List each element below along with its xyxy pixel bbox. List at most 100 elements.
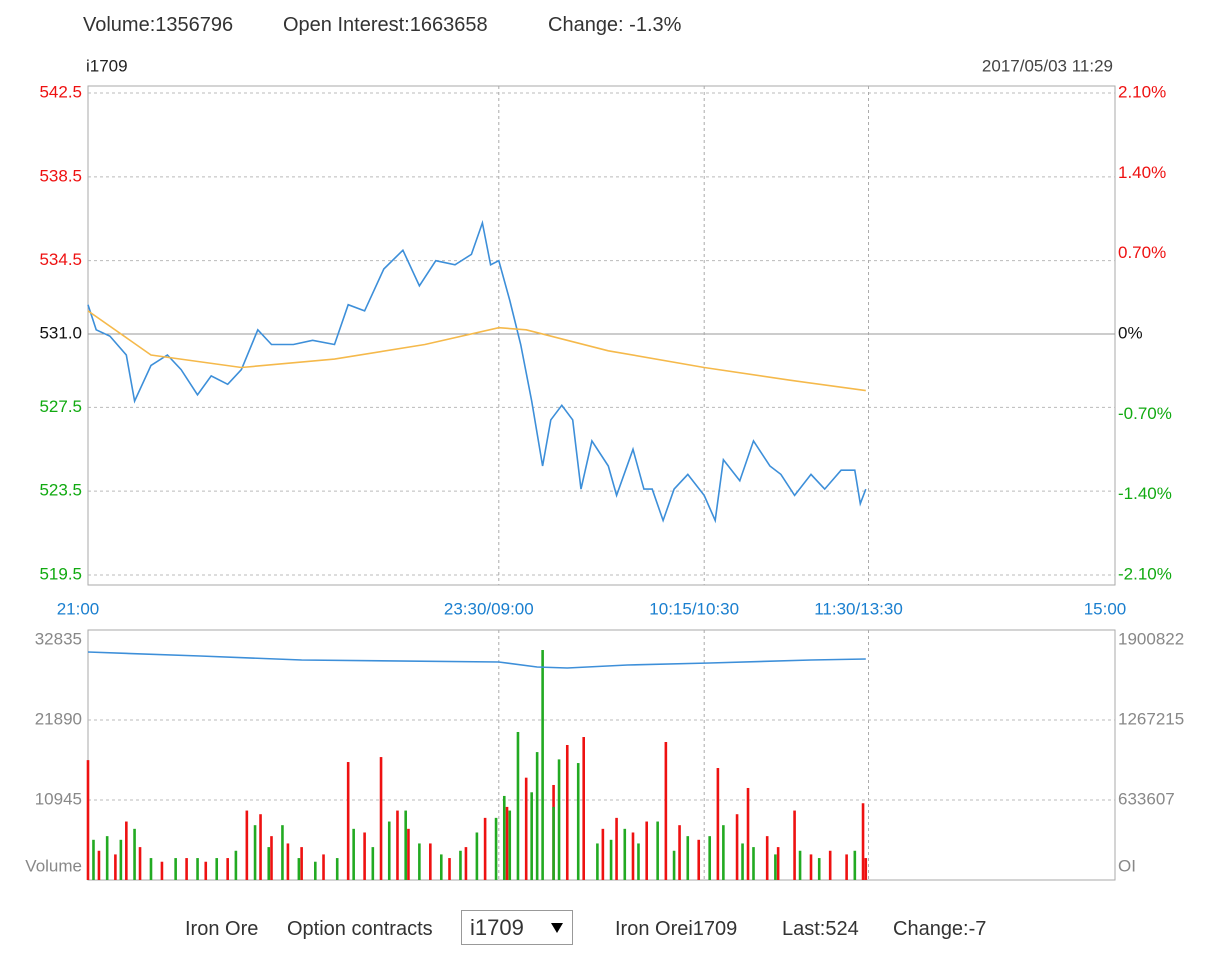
volume-bar: [234, 850, 238, 880]
volume-bar: [494, 817, 498, 880]
y-axis-label: Volume: [25, 856, 82, 875]
y2-tick-label: -2.10%: [1118, 564, 1172, 583]
volume-bar: [637, 843, 640, 880]
volume-frame: [87, 629, 1116, 881]
volume-bar: [215, 858, 219, 880]
volume-bar: [741, 843, 744, 880]
volume-bar: [253, 825, 257, 880]
header-change: Change: -1.3%: [548, 14, 682, 36]
y-tick-label: 519.5: [39, 564, 82, 583]
volume-bar: [645, 821, 648, 880]
contract-select[interactable]: i1709: [461, 910, 573, 945]
volume-bar: [697, 839, 701, 880]
volume-bar: [267, 847, 271, 880]
volume-bar: [149, 858, 153, 880]
y-tick-label: 534.5: [39, 250, 82, 269]
y2-tick-label: -1.40%: [1118, 484, 1172, 503]
volume-bar: [439, 854, 443, 880]
contract-label: i1709: [86, 56, 128, 75]
y-tick-label: 527.5: [39, 397, 82, 416]
volume-bar: [502, 795, 506, 880]
volume-bar: [678, 825, 681, 880]
volume-bar: [185, 858, 188, 880]
volume-bar: [404, 810, 407, 880]
volume-bar: [245, 810, 249, 880]
dropdown-arrow[interactable]: [550, 922, 564, 934]
volume-bar: [429, 843, 432, 880]
volume-bar: [716, 768, 720, 880]
volume-bar: [138, 847, 142, 880]
volume-bar: [631, 832, 635, 880]
x-tick-label: 21:00: [57, 599, 100, 618]
oi-line: [87, 651, 866, 669]
volume-bar: [396, 810, 399, 880]
x-tick-label: 15:00: [1084, 599, 1127, 618]
volume-bar: [314, 861, 317, 880]
volume-bar: [601, 828, 605, 880]
volume-bar: [596, 843, 599, 880]
volume-bar: [708, 836, 711, 880]
y2-tick-label: 633607: [1118, 789, 1175, 808]
volume-bar: [259, 814, 262, 880]
volume-bar: [656, 821, 659, 880]
y-tick-label: 531.0: [39, 323, 82, 342]
volume-bar: [196, 858, 199, 880]
volume-bar: [828, 850, 832, 880]
volume-bar: [352, 828, 355, 880]
volume-bar: [535, 752, 539, 880]
volume-bar: [475, 832, 479, 880]
volume-bar: [774, 854, 777, 880]
volume-bar: [752, 847, 755, 880]
contract-select-value[interactable]: i1709: [470, 915, 524, 940]
volume-bar: [524, 777, 528, 880]
volume-bar: [809, 854, 813, 880]
y2-tick-label: 0%: [1118, 323, 1143, 342]
volume-bar: [609, 839, 613, 880]
quote-name: Iron Orei1709: [615, 918, 738, 940]
volume-bar: [281, 825, 284, 880]
volume-bar: [686, 836, 690, 880]
volume-bar: [722, 825, 725, 880]
volume-bar: [346, 762, 350, 880]
volume-bar: [765, 836, 769, 880]
volume-bar: [459, 850, 462, 880]
y2-axis-label: OI: [1118, 856, 1136, 875]
volume-bar: [387, 821, 391, 880]
volume-bar: [483, 817, 487, 880]
x-tick-label: 10:15/10:30: [649, 599, 739, 618]
y2-tick-label: 1267215: [1118, 709, 1184, 728]
volume-bar: [565, 744, 569, 880]
volume-bar: [530, 792, 533, 880]
volume-bar: [735, 814, 739, 880]
volume-bar: [204, 861, 208, 880]
volume-bar: [226, 858, 229, 880]
volume-bar: [541, 650, 544, 880]
volume-bar: [407, 828, 410, 880]
quote-change: Change:-7: [893, 918, 987, 940]
y-tick-label: 32835: [35, 629, 82, 648]
header-volume: Volume:1356796: [83, 14, 234, 36]
volume-bar: [363, 832, 366, 880]
volume-bar: [793, 810, 796, 880]
chart: i1709 2017/05/03 11:29 Volume OI 542.5 53…: [25, 56, 1184, 881]
volume-bar: [552, 806, 555, 880]
y-tick-label: 542.5: [39, 82, 82, 101]
volume-bar: [672, 850, 676, 880]
price-line: [87, 310, 866, 392]
volume-bar: [174, 858, 177, 880]
volume-bar: [776, 847, 780, 880]
volume-bar: [853, 850, 857, 880]
y-tick-label: 538.5: [39, 166, 82, 185]
volume-bar: [448, 858, 451, 880]
volume-bar: [817, 858, 821, 880]
y2-tick-label: 2.10%: [1118, 82, 1166, 101]
y-tick-label: 10945: [35, 789, 82, 808]
timestamp: 2017/05/03 11:29: [982, 56, 1113, 75]
volume-bar: [300, 847, 303, 880]
volume-bar: [371, 847, 375, 880]
y2-tick-label: -0.70%: [1118, 404, 1172, 423]
volume-bar: [576, 763, 580, 880]
volume-bar: [270, 836, 273, 880]
header-open-interest: Open Interest:1663658: [283, 14, 488, 36]
volume-bar: [297, 858, 301, 880]
